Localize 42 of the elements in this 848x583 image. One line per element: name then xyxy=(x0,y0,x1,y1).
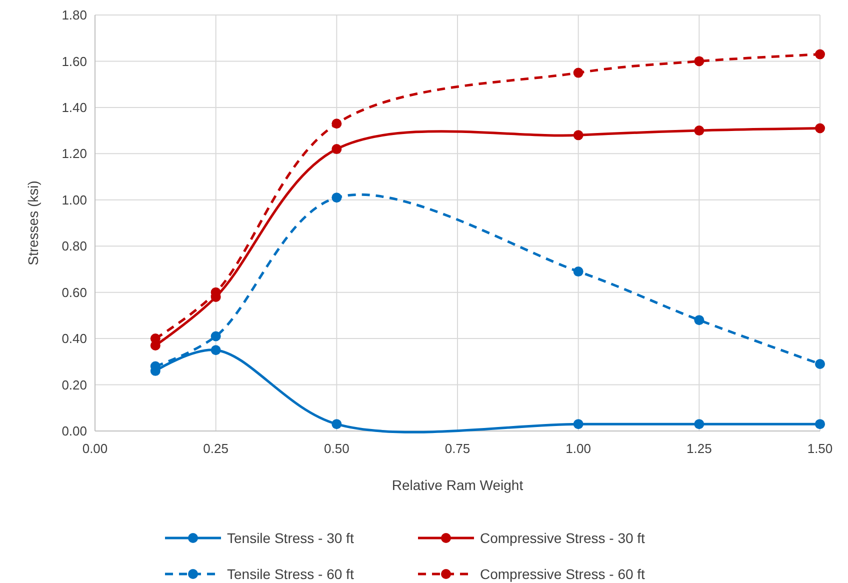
y-tick-label: 0.00 xyxy=(62,424,87,439)
y-axis-title: Stresses (ksi) xyxy=(25,180,41,266)
x-tick-label: 1.00 xyxy=(566,441,591,456)
point xyxy=(332,118,342,129)
x-tick-label: 1.50 xyxy=(807,441,833,456)
legend-label: Compressive Stress - 60 ft xyxy=(480,566,646,582)
y-tick-label: 1.60 xyxy=(62,54,87,69)
point xyxy=(573,266,584,277)
y-tick-label: 0.80 xyxy=(62,238,87,254)
point xyxy=(815,358,825,369)
legend-label: Tensile Stress - 30 ft xyxy=(227,530,354,546)
x-tick-label: 0.00 xyxy=(82,441,108,456)
point xyxy=(573,68,584,78)
point xyxy=(694,315,704,326)
point xyxy=(332,419,342,430)
point xyxy=(332,144,342,154)
legend-label: Tensile Stress - 60 ft xyxy=(227,566,354,582)
y-tick-label: 1.40 xyxy=(62,100,87,115)
point xyxy=(815,419,825,430)
point xyxy=(150,334,160,344)
point xyxy=(694,56,704,66)
y-tick-label: 1.00 xyxy=(62,192,87,208)
y-tick-label: 0.60 xyxy=(62,284,87,300)
y-tick-label: 1.80 xyxy=(62,8,87,23)
x-tick-label: 0.75 xyxy=(444,441,470,456)
x-axis-title: Relative Ram Weight xyxy=(392,477,524,493)
y-tick-label: 0.20 xyxy=(62,377,87,392)
point xyxy=(573,419,584,430)
legend-label: Compressive Stress - 30 ft xyxy=(480,530,646,546)
point xyxy=(210,331,221,342)
point xyxy=(815,49,825,60)
point xyxy=(694,419,704,430)
y-tick-label: 0.40 xyxy=(62,331,87,346)
point xyxy=(332,192,342,203)
x-tick-label: 0.50 xyxy=(324,441,350,456)
x-tick-label: 1.25 xyxy=(686,441,712,456)
point xyxy=(573,130,584,140)
point xyxy=(210,345,221,356)
x-tick-label: 0.25 xyxy=(203,441,228,456)
y-tick-label: 1.20 xyxy=(62,146,87,162)
point xyxy=(815,123,825,134)
point xyxy=(694,126,704,136)
